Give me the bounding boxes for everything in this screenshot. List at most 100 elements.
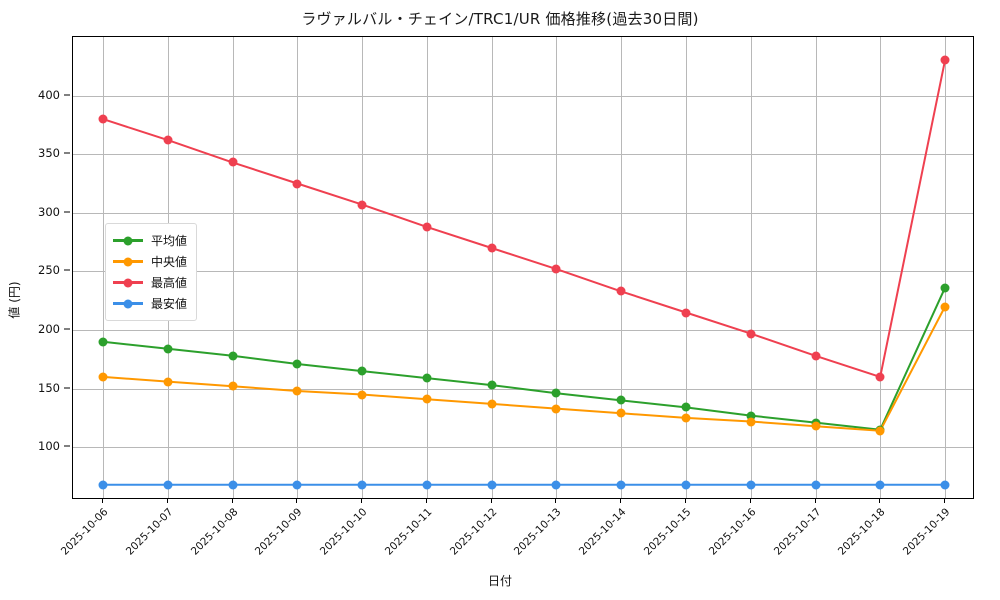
data-point (616, 286, 626, 296)
data-point (875, 480, 885, 490)
legend-item[interactable]: 最高値 (113, 272, 187, 293)
y-axis-tick-mark (64, 445, 70, 447)
data-point (681, 402, 691, 412)
data-point (422, 480, 432, 490)
y-axis-tick-group: 100 150 200 250 300 350 400 (0, 0, 72, 600)
data-point (98, 114, 108, 124)
data-point (940, 480, 950, 490)
data-point (487, 399, 497, 409)
y-axis-tick-mark (64, 152, 70, 154)
data-point (228, 351, 237, 361)
data-point (616, 408, 626, 418)
x-axis-tick-mark (555, 499, 557, 503)
plot-area: 平均値中央値最高値最安値 (72, 36, 974, 499)
data-point (98, 480, 108, 490)
data-point (940, 283, 950, 293)
y-axis-tick-mark (64, 269, 70, 271)
x-axis-tick-label: 2025-10-13 (512, 506, 564, 558)
data-point (616, 395, 626, 405)
y-axis-tick-label: 200 (38, 322, 60, 336)
x-axis-tick-mark (231, 499, 233, 503)
legend-marker-icon (123, 299, 133, 308)
legend-label: 中央値 (151, 255, 188, 269)
chart-title: ラヴァルバル・チェイン/TRC1/UR 価格推移(過去30日間) (301, 10, 699, 28)
data-point (487, 480, 497, 490)
legend-item[interactable]: 中央値 (113, 251, 187, 272)
data-point (98, 372, 108, 382)
data-point (746, 329, 756, 339)
y-axis-tick-mark (64, 211, 70, 213)
data-point (163, 377, 173, 387)
x-axis-tick-mark (684, 499, 686, 503)
data-point (551, 264, 561, 274)
gridline-x (426, 37, 428, 498)
data-point (940, 302, 950, 312)
data-point (875, 372, 885, 382)
gridline-y (73, 212, 973, 214)
y-axis-tick-label: 150 (38, 380, 60, 395)
gridline-x (815, 37, 817, 498)
gridline-x (297, 37, 299, 498)
x-axis-tick-label: 2025-10-11 (382, 506, 435, 558)
legend-label: 最高値 (151, 276, 188, 290)
data-point (940, 55, 950, 65)
x-axis-tick-mark (879, 499, 881, 503)
x-axis-tick-label: 2025-10-18 (836, 506, 888, 558)
x-axis-tick-mark (296, 499, 298, 503)
x-axis-tick-label: 2025-10-12 (447, 506, 500, 558)
gridline-x (232, 37, 234, 498)
x-axis-tick-mark (102, 499, 103, 503)
chart-legend: 平均値中央値最高値最安値 (105, 223, 198, 321)
data-point (163, 480, 173, 490)
legend-marker-icon (123, 257, 133, 266)
data-point (811, 480, 820, 490)
x-axis-tick-label: 2025-10-17 (771, 506, 823, 558)
data-point (163, 135, 173, 145)
series-lines (102, 59, 946, 486)
legend-item[interactable]: 最安値 (113, 293, 187, 314)
series-line (102, 305, 946, 432)
x-axis-tick-label: 2025-10-16 (706, 506, 759, 558)
data-point (292, 179, 302, 188)
data-point (681, 413, 691, 423)
data-point (98, 337, 108, 347)
x-axis-tick-label: 2025-10-19 (900, 506, 953, 558)
gridline-y (73, 330, 973, 331)
data-point (357, 200, 367, 210)
data-point (357, 366, 367, 376)
y-axis-tick-mark (64, 387, 70, 389)
gridline-x (491, 37, 493, 498)
data-point (551, 404, 561, 414)
gridline-x (362, 37, 364, 498)
legend-line-swatch (113, 299, 143, 308)
data-point (422, 394, 432, 404)
x-axis-tick-label: 2025-10-08 (188, 506, 240, 558)
data-point (811, 421, 820, 431)
legend-line-swatch (113, 257, 143, 266)
data-point (746, 417, 756, 426)
data-point (422, 222, 432, 232)
data-point (875, 426, 885, 436)
data-point (551, 480, 561, 490)
data-point (228, 157, 237, 167)
legend-item[interactable]: 平均値 (113, 230, 187, 251)
y-axis-tick-mark (64, 94, 70, 96)
data-point (487, 243, 497, 253)
data-point (746, 411, 756, 421)
x-axis-tick-label: 2025-10-07 (123, 506, 176, 558)
legend-label: 最安値 (151, 297, 188, 311)
gridline-x (750, 37, 752, 498)
data-point (228, 381, 237, 391)
data-point (422, 373, 432, 383)
gridline-x (685, 37, 687, 498)
legend-label: 平均値 (151, 234, 188, 248)
data-point (292, 359, 302, 369)
gridline-x (880, 37, 882, 498)
data-point (681, 308, 691, 317)
series-line (102, 286, 946, 431)
x-axis-tick-mark (620, 499, 622, 503)
legend-line-swatch (113, 278, 143, 287)
x-axis-tick-mark (814, 499, 816, 503)
data-point (681, 480, 691, 490)
